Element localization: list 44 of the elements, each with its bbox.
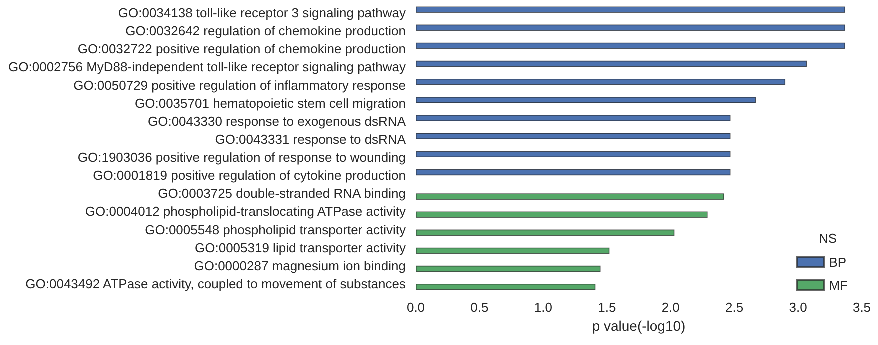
x-tick-label: 0.0: [406, 300, 426, 315]
y-tick-label: GO:0043330 response to exogenous dsRNA: [148, 114, 406, 129]
x-tick-label: 1.5: [598, 300, 616, 315]
bar: [416, 6, 846, 14]
y-tick-label: GO:0032642 regulation of chemokine production: [126, 24, 406, 39]
y-tick-label: GO:0043331 response to dsRNA: [215, 132, 406, 147]
x-tick-label: 2.0: [662, 300, 680, 315]
y-tick-label: GO:0032722 positive regulation of chemokine production: [78, 42, 406, 57]
bar: [416, 248, 610, 254]
bar: [416, 115, 731, 122]
bar: [416, 230, 675, 236]
x-tick-label: 1.0: [534, 300, 552, 315]
bar: [416, 194, 724, 200]
y-tick-label: GO:1903036 positive regulation of response to wounding: [78, 150, 406, 166]
x-tick-label: 3.5: [852, 300, 872, 315]
y-tick-label: GO:0002756 MyD88-independent toll-like receptor signaling pathway: [8, 60, 406, 75]
x-tick-label: 2.5: [726, 300, 744, 315]
bar: [416, 151, 731, 158]
y-tick-label: GO:0001819 positive regulation of cytokine production: [93, 168, 406, 184]
bar: [416, 60, 808, 68]
bar: [416, 212, 708, 218]
y-tick-label: GO:0043492 ATPase activity, coupled to movement of substances: [26, 276, 406, 292]
legend-title: NS: [818, 231, 838, 246]
y-tick-label: GO:0000287 magnesium ion binding: [194, 258, 406, 274]
y-tick-label: GO:0050729 positive regulation of inflammatory response: [74, 78, 406, 93]
bar: [416, 169, 731, 176]
bar: [416, 133, 731, 140]
x-axis-title: p value(-log10): [592, 318, 686, 334]
bar: [416, 24, 846, 32]
legend-label: MF: [829, 278, 848, 293]
bar: [416, 97, 756, 104]
legend-label: BP: [829, 255, 847, 270]
y-tick-label: GO:0035701 hematopoietic stem cell migration: [135, 96, 406, 111]
bar: [416, 284, 596, 290]
y-tick-label: GO:0005319 lipid transporter activity: [195, 240, 406, 256]
bar: [416, 266, 601, 272]
y-tick-label: GO:0005548 phospholipid transporter activity: [145, 222, 406, 238]
y-tick-label: GO:0003725 double-stranded RNA binding: [158, 186, 406, 202]
x-tick-label: 0.5: [470, 300, 489, 315]
y-tick-label: GO:0034138 toll-like receptor 3 signaling pathway: [118, 6, 406, 21]
y-tick-label: GO:0004012 phospholipid-translocating ATPase activity: [85, 204, 406, 220]
bar: [416, 42, 846, 50]
bar: [416, 78, 786, 86]
x-tick-label: 3.0: [789, 300, 808, 315]
